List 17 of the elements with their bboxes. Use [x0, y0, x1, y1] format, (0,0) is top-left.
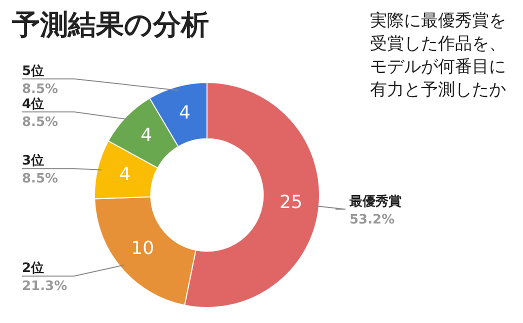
text: 8.5% [22, 82, 58, 97]
slice-label: 4位 [22, 96, 44, 112]
data-label: 4 [140, 125, 152, 146]
data-label: 4 [119, 164, 131, 186]
data-label: 10 [131, 238, 154, 260]
text: 実際に最優秀賞を受賞した作品を、モデルが何番目に有力と予測したか [370, 10, 507, 102]
chart-title: 予測結果の分析 [12, 7, 209, 43]
text: 53.2% [350, 212, 395, 228]
data-label: 25 [280, 192, 302, 214]
text: 8.5% [22, 172, 58, 187]
slice-label: 最優秀賞 [348, 193, 402, 210]
slice-label: 5位 [22, 64, 44, 79]
text: 8.5% [22, 114, 58, 130]
text: 21.3% [22, 279, 68, 294]
slice-label: 3位 [22, 154, 44, 169]
data-label: 4 [178, 102, 190, 124]
slice-label: 2位 [22, 261, 44, 276]
